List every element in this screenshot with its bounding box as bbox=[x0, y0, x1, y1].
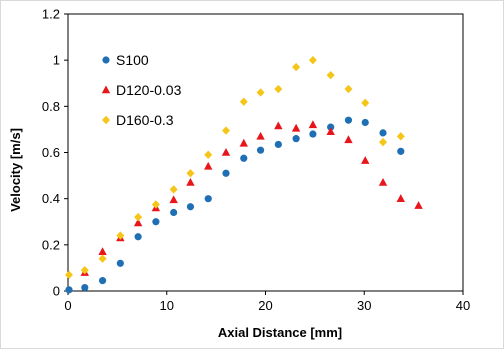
data-point bbox=[274, 140, 282, 149]
y-tick-label: 1.2 bbox=[42, 7, 60, 22]
data-point bbox=[116, 259, 124, 267]
data-point bbox=[308, 120, 318, 129]
data-point bbox=[291, 123, 301, 132]
data-point bbox=[274, 121, 283, 130]
data-point bbox=[151, 200, 160, 209]
data-point bbox=[98, 247, 107, 256]
data-point bbox=[344, 84, 353, 94]
legend-marker bbox=[102, 56, 110, 64]
data-point bbox=[326, 127, 335, 136]
data-point bbox=[308, 55, 317, 65]
data-point bbox=[256, 146, 265, 154]
axes bbox=[64, 13, 464, 295]
x-axis-title: Axial Distance [mm] bbox=[218, 325, 342, 340]
data-point bbox=[378, 178, 388, 186]
data-point bbox=[204, 150, 213, 160]
x-tick-label: 0 bbox=[64, 298, 71, 313]
legend-label: D120-0.03 bbox=[116, 82, 182, 98]
data-point bbox=[134, 233, 142, 241]
data-point bbox=[256, 88, 265, 97]
data-point bbox=[98, 277, 107, 285]
data-point bbox=[170, 208, 178, 217]
data-point bbox=[186, 203, 195, 211]
data-point bbox=[361, 156, 370, 164]
data-point bbox=[397, 147, 405, 155]
data-point bbox=[327, 123, 335, 131]
data-point bbox=[81, 283, 89, 292]
data-point bbox=[344, 116, 353, 124]
data-point bbox=[80, 266, 89, 275]
data-point bbox=[204, 195, 212, 203]
data-point bbox=[222, 169, 230, 177]
data-point bbox=[221, 148, 231, 156]
data-point bbox=[274, 84, 283, 94]
data-point bbox=[309, 130, 317, 138]
data-point bbox=[292, 135, 300, 143]
data-point bbox=[396, 194, 405, 202]
data-point bbox=[292, 62, 301, 72]
y-tick-label: 0.8 bbox=[42, 99, 60, 114]
x-tick-label: 40 bbox=[456, 298, 470, 313]
data-point bbox=[133, 218, 143, 227]
data-point bbox=[344, 135, 353, 144]
data-point bbox=[134, 212, 143, 222]
data-points bbox=[64, 55, 423, 294]
data-point bbox=[152, 218, 160, 226]
legend-label: S100 bbox=[116, 52, 149, 68]
data-point bbox=[414, 201, 423, 209]
data-point bbox=[239, 138, 248, 147]
y-axis-title: Velocity [m/s] bbox=[8, 128, 23, 212]
data-point bbox=[379, 137, 388, 147]
data-point bbox=[186, 169, 195, 178]
data-point bbox=[169, 185, 178, 194]
data-point bbox=[65, 286, 73, 294]
y-tick-label: 0.4 bbox=[42, 191, 60, 206]
x-tick-label: 30 bbox=[357, 298, 371, 313]
data-point bbox=[204, 161, 213, 170]
data-point bbox=[361, 118, 369, 127]
data-point bbox=[98, 254, 107, 263]
data-point bbox=[379, 129, 387, 137]
data-point bbox=[361, 98, 370, 108]
legend-marker bbox=[101, 85, 111, 94]
data-point bbox=[326, 70, 335, 80]
data-point bbox=[116, 231, 125, 240]
data-point bbox=[64, 270, 73, 280]
data-point bbox=[169, 195, 178, 204]
data-point bbox=[240, 154, 248, 162]
legend-marker bbox=[102, 115, 110, 125]
x-tick-label: 20 bbox=[258, 298, 272, 313]
legend-label: D160-0.3 bbox=[116, 112, 174, 128]
data-point bbox=[239, 97, 248, 106]
tick-labels: 0 10 20 30 40 0 0.2 0.4 0.6 0.8 1 1.2 bbox=[42, 7, 470, 314]
y-tick-label: 0.2 bbox=[42, 237, 60, 252]
y-tick-label: 1 bbox=[53, 53, 60, 68]
x-tick-label: 10 bbox=[160, 298, 174, 313]
y-tick-label: 0 bbox=[53, 284, 60, 299]
data-point bbox=[396, 132, 405, 141]
data-point bbox=[256, 131, 265, 140]
data-point bbox=[186, 178, 195, 186]
data-point bbox=[222, 126, 230, 135]
y-tick-label: 0.6 bbox=[42, 145, 60, 160]
legend: S100 D120-0.03 D160-0.3 bbox=[101, 52, 182, 128]
